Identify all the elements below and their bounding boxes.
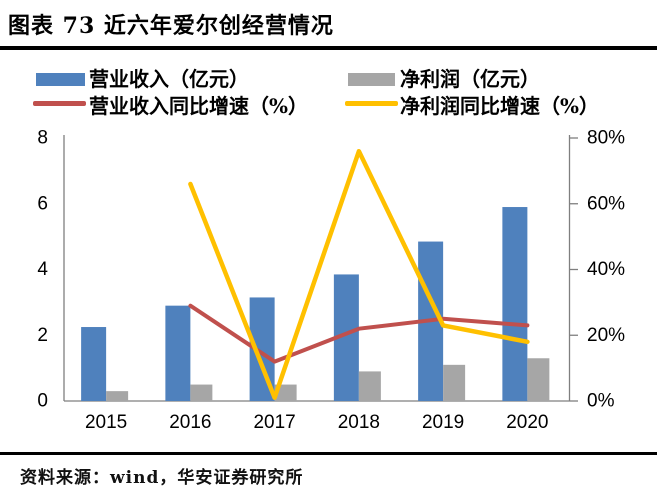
- legend-label-net-profit-growth-line: 净利润同比增速（%）: [400, 94, 600, 118]
- x-axis-label: 2018: [338, 412, 380, 433]
- right-axis-tick-label: 0%: [587, 391, 615, 412]
- left-axis-tick-label: 8: [37, 128, 48, 149]
- footer-divider: [0, 452, 657, 455]
- x-axis-label: 2019: [422, 412, 464, 433]
- x-axis-label: 2017: [253, 412, 295, 433]
- right-axis-tick-label: 40%: [587, 259, 625, 280]
- left-axis-tick-label: 2: [37, 325, 48, 346]
- net-profit-bar: [358, 371, 381, 401]
- x-axis-label: 2016: [169, 412, 211, 433]
- figure-title: 图表 73 近六年爱尔创经营情况: [8, 13, 334, 39]
- legend-label-net-profit-bar: 净利润（亿元）: [400, 67, 540, 91]
- source-note: 资料来源：wind，华安证券研究所: [20, 468, 304, 488]
- x-axis-label: 2015: [85, 412, 127, 433]
- legend-swatch-revenue-growth-line: [33, 101, 86, 106]
- left-axis-tick-label: 6: [37, 193, 48, 214]
- right-axis-tick-label: 80%: [587, 128, 625, 149]
- right-axis-tick-label: 20%: [587, 325, 625, 346]
- revenue-bar: [81, 327, 107, 401]
- legend-swatch-revenue-bar: [36, 73, 85, 86]
- legend-label-revenue-growth-line: 营业收入同比增速（%）: [89, 94, 309, 118]
- net-profit-bar: [274, 384, 297, 401]
- revenue-growth-line: [188, 303, 530, 364]
- revenue-bar: [502, 207, 528, 401]
- net-profit-bar: [190, 384, 213, 401]
- revenue-bar: [165, 305, 191, 401]
- legend-swatch-net-profit-growth-line: [345, 101, 398, 106]
- legend-swatch-net-profit-bar: [348, 73, 395, 86]
- x-axis-label: 2020: [506, 412, 548, 433]
- net-profit-growth-line: [188, 148, 530, 400]
- legend-label-revenue-bar: 营业收入（亿元）: [89, 67, 249, 91]
- left-axis-tick-label: 0: [37, 391, 48, 412]
- net-profit-bar: [443, 364, 466, 401]
- left-axis-tick-label: 4: [37, 259, 48, 280]
- net-profit-bar: [527, 358, 550, 401]
- right-axis-tick-label: 60%: [587, 193, 625, 214]
- title-divider: [0, 46, 657, 50]
- net-profit-bar: [106, 391, 129, 401]
